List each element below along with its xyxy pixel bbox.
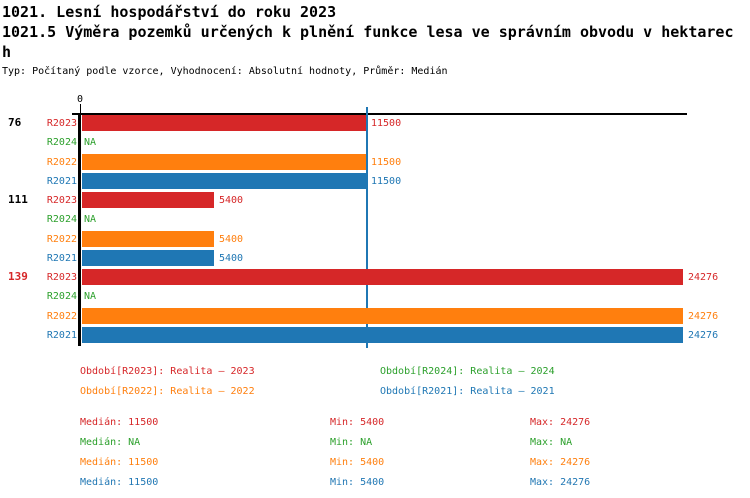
na-value-label: NA [84, 137, 97, 148]
na-value-label: NA [84, 214, 97, 225]
median-reference-line [366, 107, 368, 348]
series-label: R2024 [46, 137, 77, 148]
stat-median: Medián: NA [80, 437, 141, 448]
bar-value-label: 11500 [371, 157, 402, 168]
bar [82, 269, 683, 285]
stat-max: Max: 24276 [530, 457, 591, 468]
x-axis-line [72, 113, 687, 115]
bar-value-label: 24276 [688, 272, 719, 283]
bar-value-label: 5400 [219, 253, 244, 264]
bar [82, 154, 366, 170]
stat-min: Min: 5400 [330, 457, 385, 468]
legend-item: Období[R2023]: Realita – 2023 [80, 366, 255, 377]
stat-min: Min: NA [330, 437, 373, 448]
stat-max: Max: 24276 [530, 477, 591, 488]
bar-value-label: 24276 [688, 311, 719, 322]
legend-item: Období[R2021]: Realita – 2021 [380, 386, 555, 397]
category-label: 111 [8, 193, 28, 206]
report-meta-line: Typ: Počítaný podle vzorce, Vyhodnocení:… [2, 66, 448, 77]
bar-value-label: 11500 [371, 176, 402, 187]
bar [82, 250, 214, 266]
stat-max: Max: 24276 [530, 417, 591, 428]
x-axis-tick-label: 0 [76, 94, 84, 105]
series-label: R2023 [46, 118, 77, 129]
bar [82, 231, 214, 247]
series-label: R2023 [46, 195, 77, 206]
report-title: 1021. Lesní hospodářství do roku 2023 [2, 3, 337, 21]
bar [82, 173, 366, 189]
category-label: 76 [8, 116, 22, 129]
stat-median: Medián: 11500 [80, 477, 159, 488]
bar-value-label: 11500 [371, 118, 402, 129]
series-label: R2021 [46, 253, 77, 264]
stat-max: Max: NA [530, 437, 573, 448]
stat-median: Medián: 11500 [80, 457, 159, 468]
stat-min: Min: 5400 [330, 417, 385, 428]
category-label: 139 [8, 270, 28, 283]
series-label: R2022 [46, 311, 77, 322]
series-label: R2024 [46, 291, 77, 302]
stat-min: Min: 5400 [330, 477, 385, 488]
x-axis-tick-mark [80, 104, 81, 114]
bar-value-label: 24276 [688, 330, 719, 341]
bar-value-label: 5400 [219, 234, 244, 245]
bar-value-label: 5400 [219, 195, 244, 206]
bar [82, 327, 683, 343]
series-label: R2022 [46, 234, 77, 245]
bar [82, 308, 683, 324]
legend-item: Období[R2024]: Realita – 2024 [380, 366, 555, 377]
report-subtitle: 1021.5 Výměra pozemků určených k plnění … [2, 23, 734, 61]
legend-item: Období[R2022]: Realita – 2022 [80, 386, 255, 397]
na-value-label: NA [84, 291, 97, 302]
series-label: R2022 [46, 157, 77, 168]
stat-median: Medián: 11500 [80, 417, 159, 428]
series-label: R2023 [46, 272, 77, 283]
y-axis-line [78, 113, 81, 346]
bar [82, 115, 366, 131]
bar [82, 192, 214, 208]
series-label: R2024 [46, 214, 77, 225]
series-label: R2021 [46, 176, 77, 187]
series-label: R2021 [46, 330, 77, 341]
